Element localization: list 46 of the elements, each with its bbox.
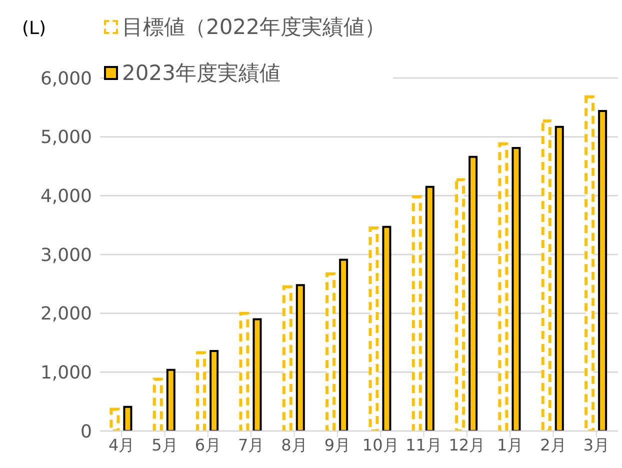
- y-tick-label: 4,000: [40, 186, 92, 208]
- y-tick-label: 2,000: [40, 304, 92, 325]
- bar: [166, 368, 176, 431]
- y-tick-label: 6,000: [40, 68, 92, 90]
- bar: [598, 110, 608, 431]
- bar: [239, 312, 250, 431]
- x-tick-label: 2月: [540, 435, 566, 454]
- x-tick-label: 5月: [152, 435, 178, 454]
- x-tick-label: 9月: [324, 435, 351, 454]
- bar: [468, 156, 478, 431]
- bar: [196, 351, 206, 431]
- x-tick-label: 3月: [583, 435, 610, 454]
- bar: [512, 147, 521, 431]
- x-tick-label: 11月: [406, 435, 442, 454]
- x-tick-label: 7月: [238, 435, 264, 454]
- y-tick-label: 3,000: [40, 244, 92, 266]
- bar: [368, 226, 379, 431]
- bar: [152, 378, 163, 431]
- bar: [382, 226, 392, 431]
- bar: [498, 142, 508, 431]
- x-tick-label: 6月: [194, 435, 222, 454]
- y-tick-label: 0: [80, 421, 92, 442]
- bar: [541, 119, 552, 431]
- bar: [554, 126, 564, 431]
- bar: [455, 178, 466, 431]
- bar: [123, 406, 132, 431]
- legend-label: 2023年度実績値: [122, 60, 280, 87]
- bar: [326, 272, 336, 431]
- bar: [282, 285, 292, 431]
- bar: [412, 195, 422, 431]
- x-tick-label: 12月: [448, 435, 486, 454]
- bar: [252, 318, 262, 431]
- x-tick-label: 10月: [362, 435, 399, 454]
- x-tick-label: 4月: [108, 435, 135, 454]
- bar: [425, 186, 434, 431]
- x-tick-label: 8月: [281, 435, 308, 454]
- y-tick-label: 1,000: [40, 362, 92, 384]
- y-tick-label: 5,000: [40, 127, 92, 148]
- bar: [210, 350, 219, 431]
- bar: [584, 95, 595, 431]
- bar: [296, 284, 305, 431]
- y-axis-title: (L): [22, 18, 46, 39]
- x-tick-label: 1月: [496, 435, 524, 454]
- bar: [339, 258, 348, 431]
- legend-label: 目標値（2022年度実績値）: [122, 14, 386, 41]
- bar: [110, 408, 120, 431]
